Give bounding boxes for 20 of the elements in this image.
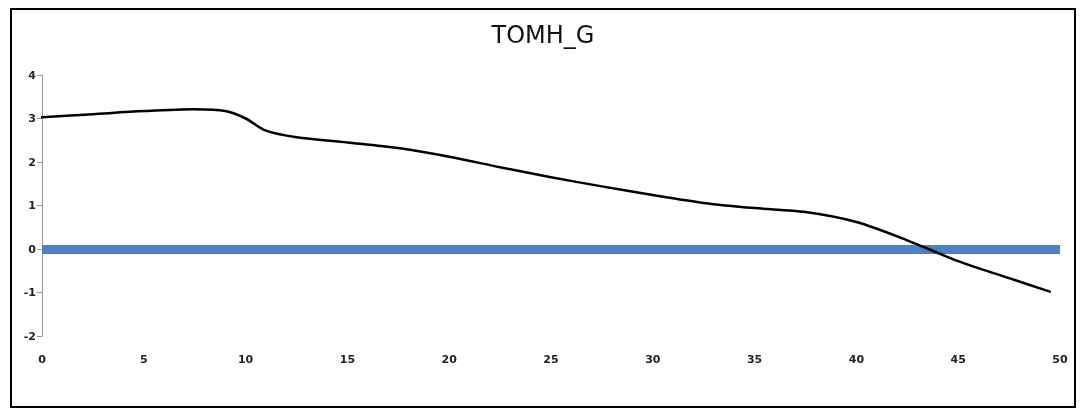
- x-tick-label: 25: [543, 353, 559, 366]
- y-tick-label: -1: [23, 286, 36, 299]
- y-tick-label: 3: [28, 112, 36, 125]
- x-tick-label: 0: [38, 353, 47, 366]
- x-tick-label: 5: [139, 353, 148, 366]
- chart-title: TOMH_G: [490, 21, 595, 49]
- y-tick-label: 1: [28, 199, 36, 212]
- y-tick-label: -2: [23, 329, 36, 343]
- x-tick-label: 15: [339, 353, 356, 366]
- y-tick-label: 2: [28, 155, 36, 169]
- x-tick-label: 10: [237, 353, 254, 366]
- x-tick-label: 20: [441, 353, 458, 366]
- y-tick-label: 0: [28, 242, 37, 256]
- x-tick-label: 50: [1052, 353, 1068, 366]
- x-tick-label: 40: [848, 353, 865, 366]
- x-tick-label: 45: [950, 353, 966, 366]
- x-tick-label: 35: [746, 353, 763, 366]
- line-series: [40, 108, 1052, 293]
- y-tick-label: 4: [28, 68, 37, 82]
- x-tick-label: 30: [645, 353, 661, 366]
